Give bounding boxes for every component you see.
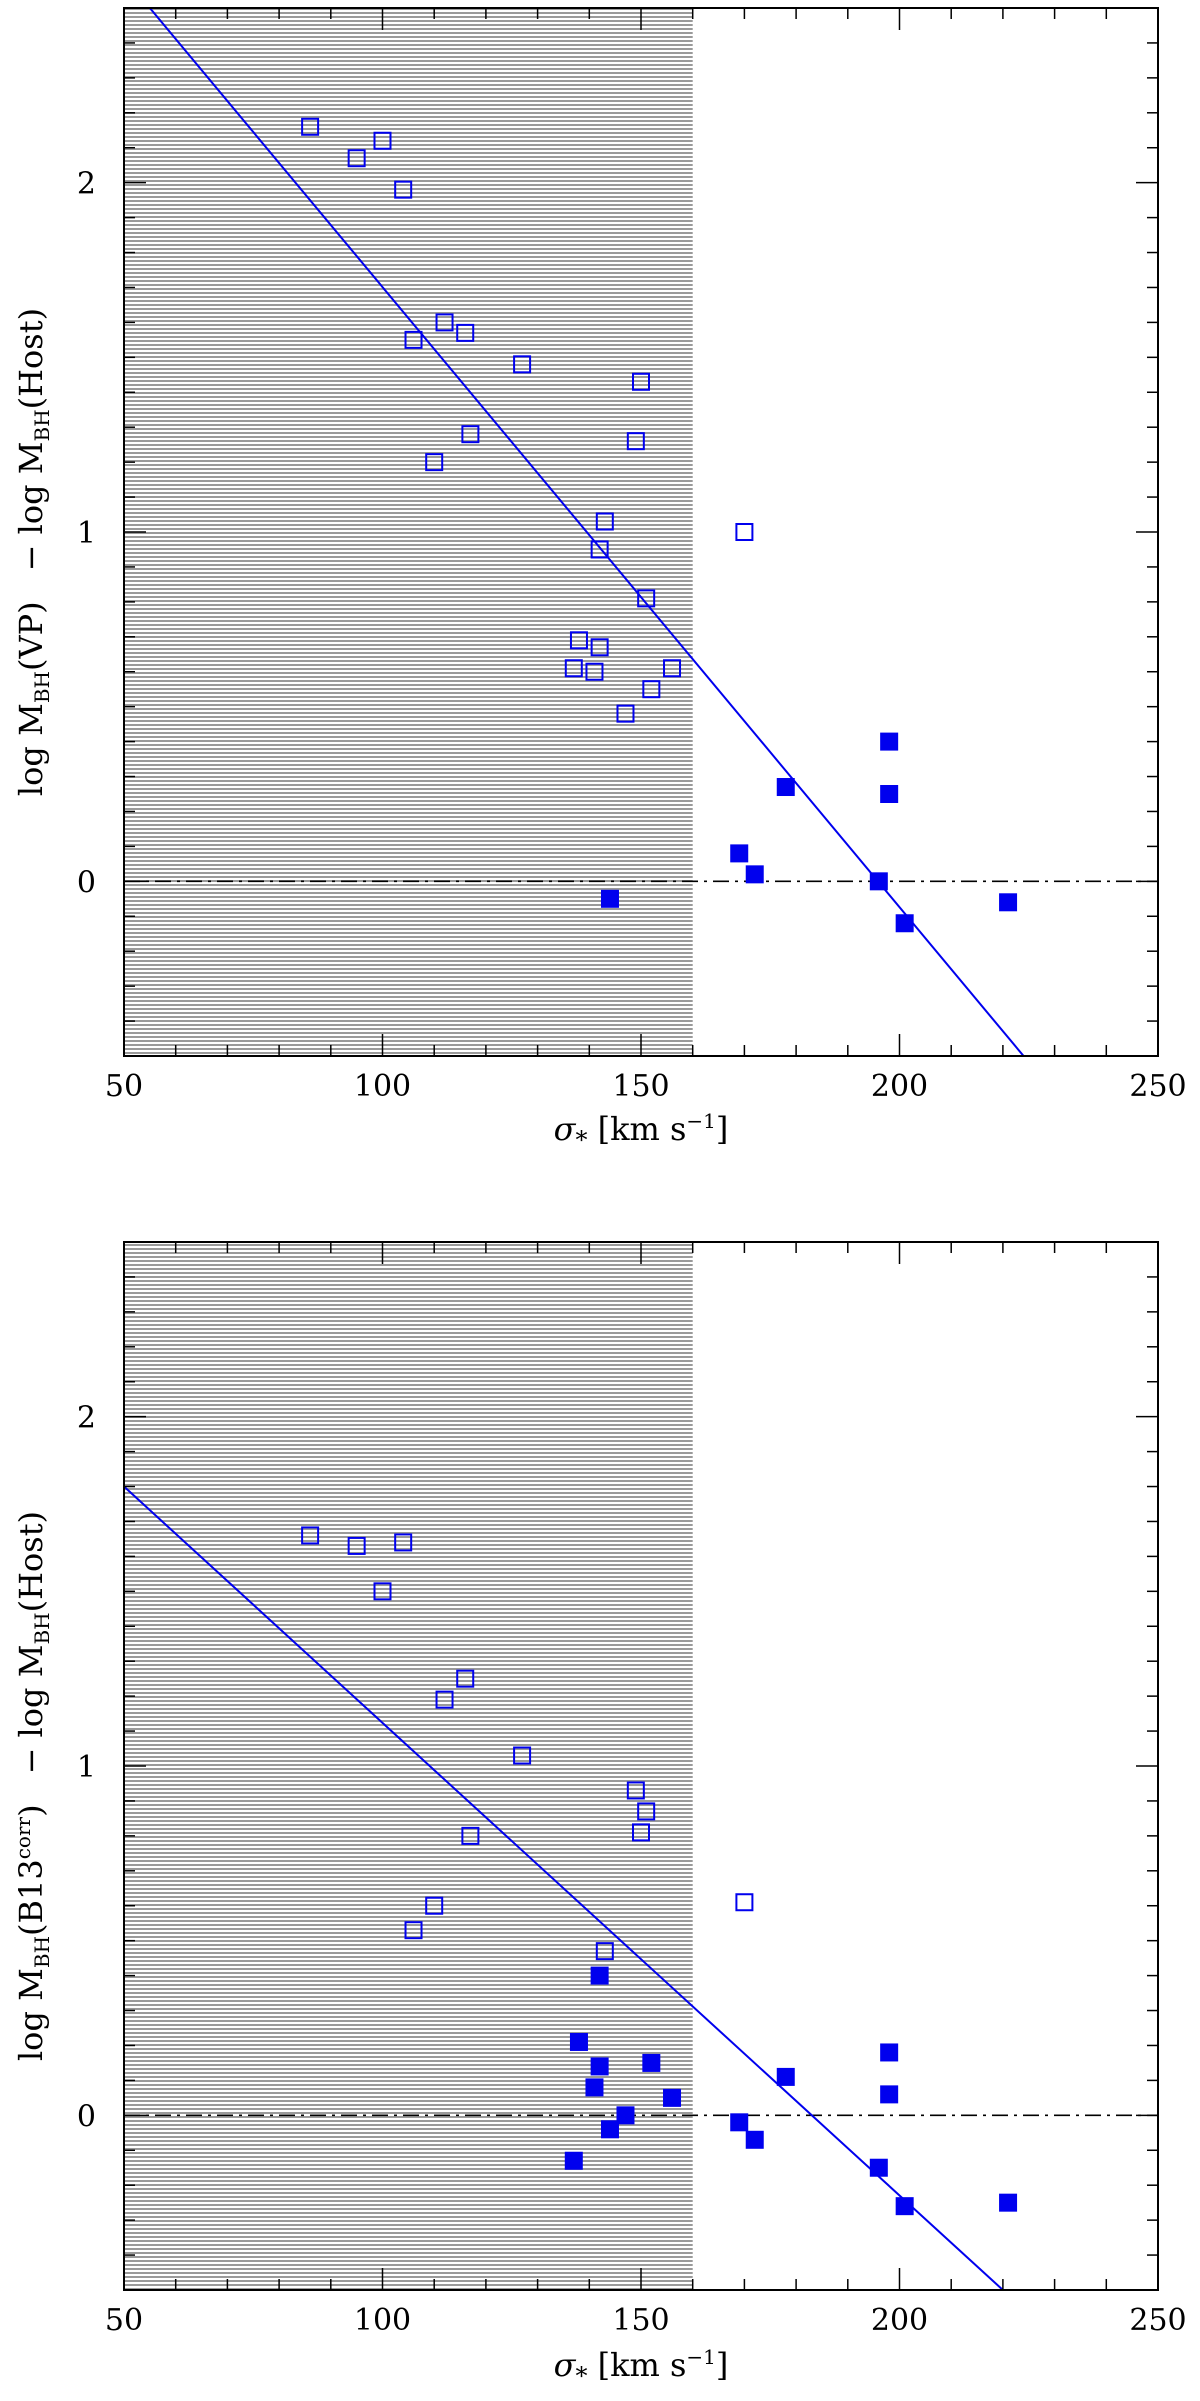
open-square-marker [632,372,650,391]
x-tick-label: 200 [871,1069,928,1104]
x-tick-label: 150 [612,1069,669,1104]
filled-square-marker [730,2113,749,2132]
open-square-marker [637,589,656,608]
open-square-marker [373,131,392,150]
open-square-marker [569,631,588,650]
filled-square-marker [776,2067,795,2086]
open-square-marker [301,1526,320,1545]
y-tick-label: 1 [77,1750,96,1785]
filled-square-marker [745,2130,764,2149]
x-tick-label: 250 [1129,1069,1186,1104]
data-points [301,117,1018,933]
filled-square-marker [999,2193,1018,2212]
open-square-marker [642,680,661,699]
filled-square-marker [730,844,749,863]
open-square-marker [404,330,423,349]
open-square-marker [435,313,454,332]
filled-square-marker [880,2085,899,2104]
y-tick-labels: 0 1 2 [77,167,96,901]
plot-frame [123,1241,1159,2291]
filled-square-marker [590,1966,609,1985]
y-tick-label: 1 [77,516,96,551]
filled-square-marker [895,2197,914,2216]
y-tick-label: 2 [77,167,96,202]
open-square-marker [461,425,480,444]
open-square-marker [404,1921,423,1940]
x-tick-labels: 50 100 150 200 250 [105,2303,1187,2338]
x-tick-label: 100 [354,1069,411,1104]
open-square-marker [585,662,604,681]
x-axis-label: σ* [km s−1] [554,2345,729,2390]
filled-square-marker [616,2106,635,2125]
open-square-marker [456,323,475,342]
open-square-marker [347,149,366,168]
filled-square-marker [869,2158,888,2177]
open-square-marker [632,1823,650,1842]
open-square-marker [564,659,583,678]
filled-square-marker [600,2120,619,2139]
y-tick-label: 2 [77,1401,96,1436]
x-tick-label: 150 [612,2303,669,2338]
filled-square-marker [745,865,764,884]
filled-square-marker [880,732,899,751]
open-square-marker [301,117,320,136]
open-square-marker [735,523,754,541]
data-points [301,1526,1018,2216]
open-square-marker [394,1533,413,1552]
open-square-marker [513,1746,532,1765]
open-square-marker [425,1896,444,1915]
open-square-marker [616,704,635,723]
filled-square-marker [642,2053,661,2072]
open-square-marker [637,1802,656,1821]
y-tick-labels: 0 1 2 [77,1401,96,2135]
filled-square-marker [590,2057,609,2076]
x-tick-label: 200 [871,2303,928,2338]
filled-square-marker [880,2043,899,2062]
open-square-marker [626,1781,645,1800]
open-square-marker [595,1942,614,1961]
x-tick-labels: 50 100 150 200 250 [105,1069,1187,1104]
y-axis-label: log MBH(VP)− log MBH(Host) [12,308,54,796]
filled-square-marker [776,778,795,797]
open-square-marker [626,432,645,451]
open-square-marker [590,540,609,559]
open-square-marker [394,180,413,199]
filled-square-marker [600,889,619,908]
y-tick-label: 0 [77,2099,96,2134]
y-axis-label: log MBH(B13corr)− log MBH(Host) [11,1511,54,2061]
panel-bottom: 50 100 150 200 250 0 1 2 σ* [km s−1] log MBH(B… [11,1241,1187,2390]
open-square-marker [425,453,444,472]
filled-square-marker [999,893,1018,912]
filled-square-marker [869,872,888,891]
fit-line [124,1485,1004,2290]
open-square-marker [590,638,609,657]
open-square-marker [513,355,532,374]
x-tick-label: 50 [105,2303,143,2338]
open-square-marker [595,512,614,531]
open-square-marker [435,1690,454,1709]
x-tick-label: 100 [354,2303,411,2338]
y-tick-label: 0 [77,865,96,900]
filled-square-marker [895,914,914,933]
panel-top: 50 100 150 200 250 0 1 2 σ* [km s−1] log MBH(V… [12,7,1187,1154]
x-axis-label: σ* [km s−1] [554,1109,729,1154]
x-tick-label: 250 [1129,2303,1186,2338]
open-square-marker [461,1826,480,1845]
filled-square-marker [585,2078,604,2097]
plot-frame [123,7,1159,1057]
open-square-marker [373,1582,392,1601]
filled-square-marker [564,2151,583,2170]
open-square-marker [347,1536,366,1555]
x-tick-label: 50 [105,1069,143,1104]
filled-square-marker [663,2088,682,2107]
open-square-marker [735,1893,754,1912]
filled-square-marker [569,2032,588,2051]
filled-square-marker [880,785,899,803]
open-square-marker [663,659,682,678]
open-square-marker [456,1669,475,1688]
